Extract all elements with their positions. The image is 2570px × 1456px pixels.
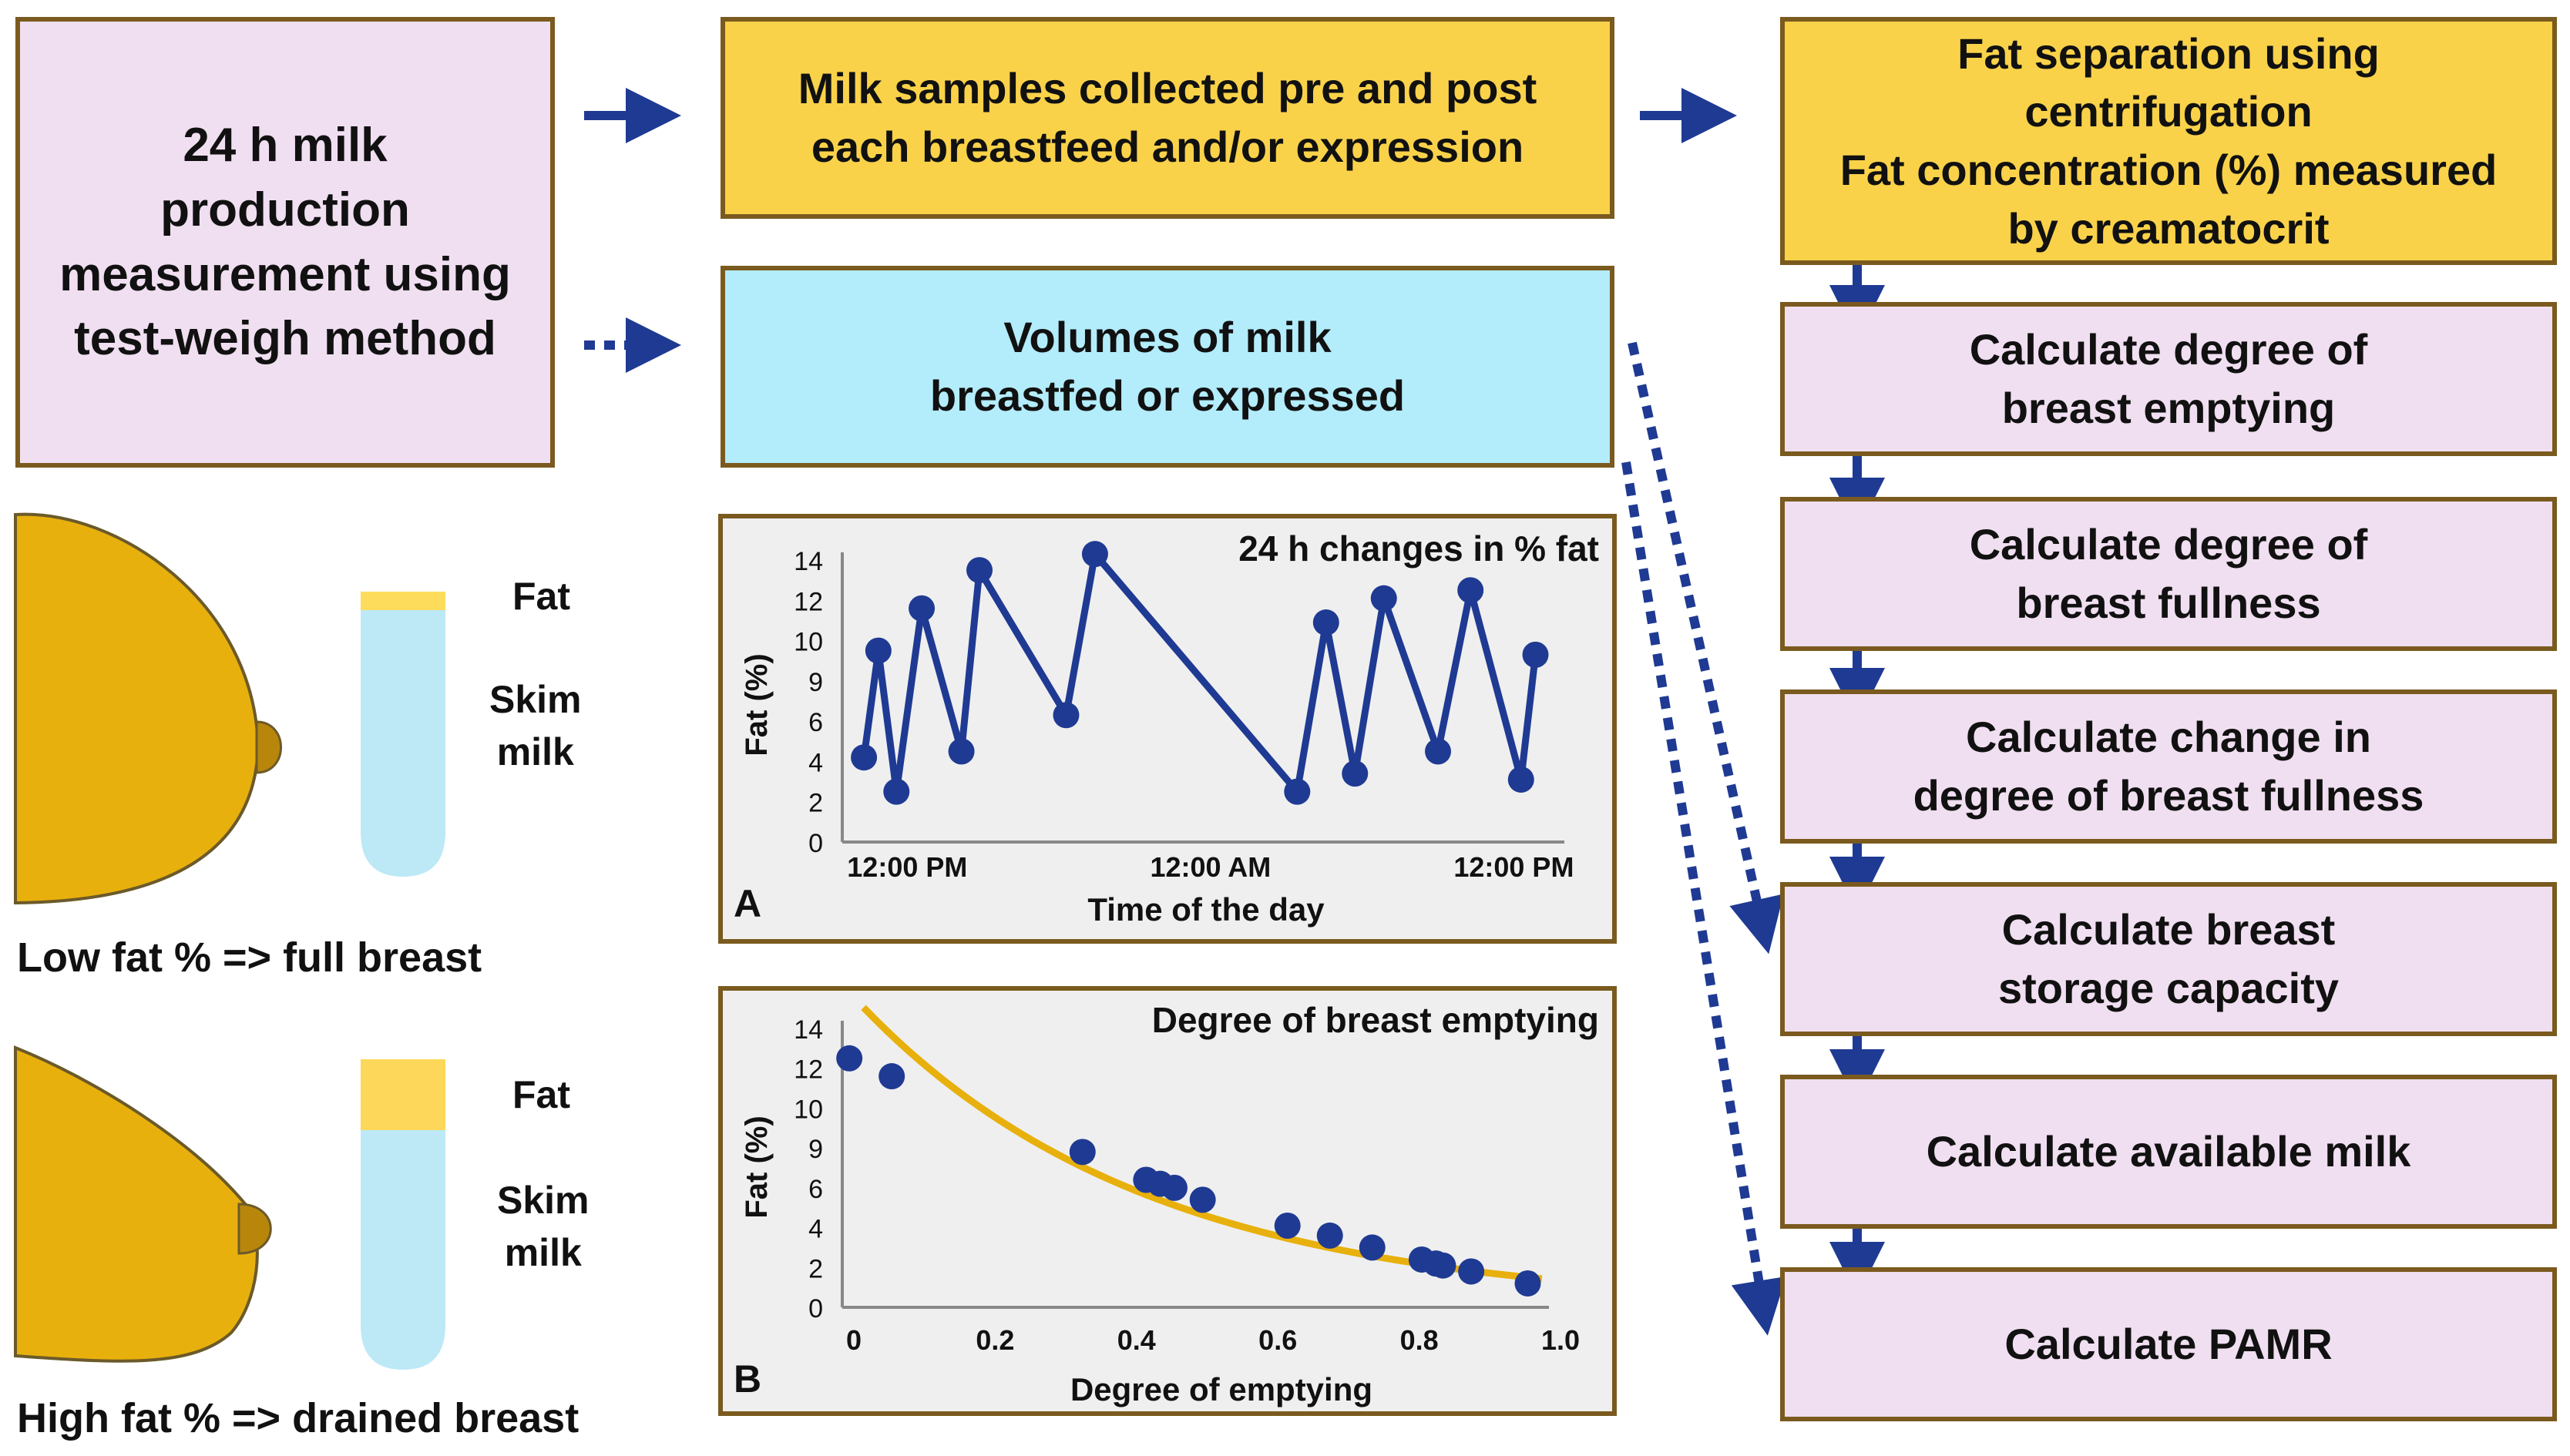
low-fat-tube	[361, 592, 445, 877]
x-tick-label: 0.6	[1258, 1324, 1297, 1356]
y-tick-label: 2	[808, 1254, 823, 1283]
chart-b-ylabel: Fat (%)	[740, 1115, 774, 1218]
data-point	[1316, 1222, 1343, 1249]
y-tick-label: 12	[794, 1055, 823, 1085]
data-point	[1342, 760, 1369, 787]
data-point	[1514, 1270, 1541, 1297]
high-fat-caption: High fat % => drained breast	[17, 1395, 580, 1441]
x-tick-label: 0.4	[1117, 1324, 1156, 1356]
data-point	[883, 778, 910, 805]
y-tick-label: 0	[808, 1294, 823, 1323]
data-point	[909, 595, 936, 622]
step-available-milk: Calculate available milk	[1780, 1075, 2557, 1229]
low-skim-label: Skim milk	[489, 678, 582, 773]
step-pamr: Calculate PAMR	[1780, 1267, 2557, 1421]
data-point	[1458, 1258, 1485, 1285]
chart-b-panel-label: B	[734, 1357, 761, 1401]
step-breast-fullness: Calculate degree of breast fullness	[1780, 497, 2557, 651]
high-fat-tube	[361, 1059, 445, 1370]
full-breast-illustration	[14, 512, 282, 905]
y-tick-label: 9	[808, 1135, 823, 1164]
step-change-fullness: Calculate change in degree of breast ful…	[1780, 689, 2557, 844]
data-point	[1359, 1234, 1386, 1261]
step-breast-emptying: Calculate degree of breast emptying	[1780, 302, 2557, 456]
data-point	[1274, 1212, 1301, 1239]
arrow-volumes-to-pamr	[1621, 461, 1786, 1336]
x-tick-label: 0.2	[976, 1324, 1014, 1356]
y-tick-label: 10	[794, 628, 823, 657]
data-point	[865, 637, 892, 664]
data-point	[1189, 1186, 1216, 1213]
y-tick-label: 6	[808, 708, 823, 737]
y-tick-label: 14	[794, 547, 823, 576]
fat-series-line	[860, 545, 1539, 800]
data-point	[1425, 738, 1452, 765]
data-point	[1507, 766, 1534, 793]
y-tick-label: 14	[794, 1015, 823, 1045]
y-tick-label: 12	[794, 587, 823, 616]
chart-b-title: Degree of breast emptying	[1152, 1000, 1599, 1040]
y-tick-label: 4	[808, 748, 823, 777]
high-skim-label: Skim milk	[497, 1179, 590, 1274]
y-tick-label: 10	[794, 1095, 823, 1124]
samples-collected-box: Milk samples collected pre and post each…	[721, 17, 1614, 219]
high-fat-label: Fat	[512, 1073, 570, 1116]
chart-a-xlabel: Time of the day	[1087, 891, 1325, 928]
data-point	[1053, 702, 1080, 729]
y-tick-label: 9	[808, 668, 823, 697]
drained-breast-illustration	[14, 1045, 272, 1363]
data-point	[836, 1045, 863, 1072]
data-point	[1429, 1252, 1456, 1279]
chart-b-xlabel: Degree of emptying	[1070, 1371, 1372, 1407]
chart-a-title: 24 h changes in % fat	[1238, 528, 1599, 569]
x-tick-label: 0.8	[1400, 1324, 1439, 1356]
y-tick-label: 4	[808, 1215, 823, 1244]
chart-a: 0 2 4 6 9 10 12 14 12:00 PM 12:00 AM 12:00 PM 24 …	[718, 514, 1617, 944]
low-fat-label: Fat	[512, 575, 570, 618]
data-point	[851, 744, 878, 771]
y-tick-label: 2	[808, 789, 823, 818]
low-fat-caption: Low fat % => full breast	[17, 934, 482, 981]
data-point	[1312, 609, 1339, 636]
chart-b: 0 2 4 6 9 10 12 14 0 0.2 0.4 0.6 0.8 1.0 Degree of b…	[718, 986, 1617, 1416]
data-point	[1161, 1174, 1188, 1201]
data-point	[966, 557, 993, 584]
x-tick-label: 12:00 PM	[847, 851, 967, 883]
x-tick-label: 1.0	[1541, 1324, 1580, 1356]
data-point	[1081, 541, 1108, 568]
arrow-volumes-to-storage	[1628, 341, 1784, 954]
milk-volumes-box: Volumes of milk breastfed or expressed	[721, 266, 1614, 468]
production-measurement-box: 24 h milk production measurement using t…	[15, 17, 555, 468]
step-storage-capacity: Calculate breast storage capacity	[1780, 882, 2557, 1036]
fat-separation-box: Fat separation using centrifugation Fat …	[1780, 17, 2557, 265]
y-tick-label: 0	[808, 829, 823, 858]
data-point	[1069, 1139, 1096, 1166]
x-tick-label: 12:00 PM	[1453, 851, 1574, 883]
data-point	[1457, 577, 1484, 604]
x-tick-label: 12:00 AM	[1151, 851, 1272, 883]
x-tick-label: 0	[846, 1324, 862, 1356]
data-point	[1522, 641, 1549, 668]
chart-a-ylabel: Fat (%)	[740, 653, 774, 756]
y-tick-label: 6	[808, 1175, 823, 1204]
data-point	[1370, 585, 1397, 612]
chart-a-panel-label: A	[734, 882, 761, 925]
data-point	[1284, 778, 1311, 805]
data-point	[879, 1063, 905, 1090]
data-point	[948, 738, 975, 765]
